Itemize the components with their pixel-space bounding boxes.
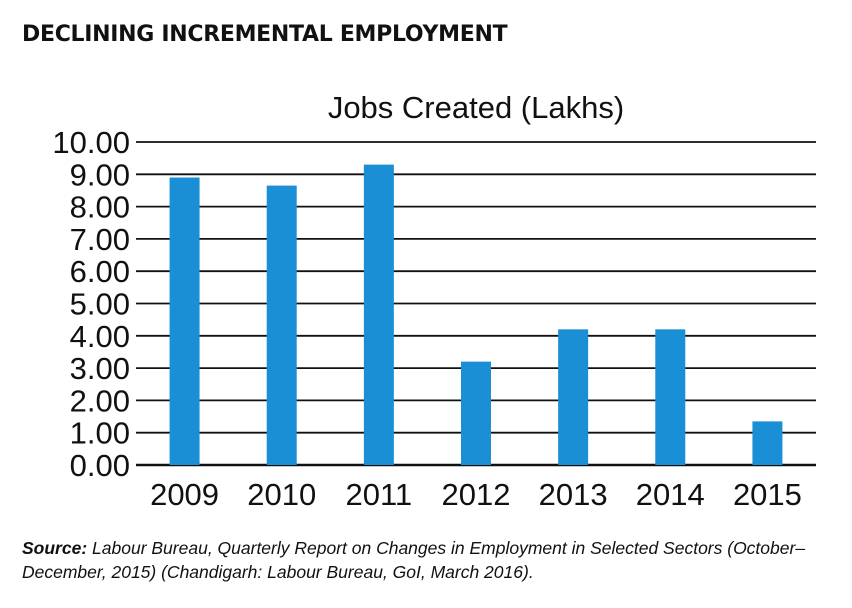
bar-2010 xyxy=(266,185,297,466)
y-tick-label: 0.00 xyxy=(70,448,130,483)
bar-2013 xyxy=(558,329,589,465)
y-tick-label: 2.00 xyxy=(70,383,130,418)
y-tick-label: 3.00 xyxy=(70,351,130,386)
chart-title: Jobs Created (Lakhs) xyxy=(328,90,624,125)
source-note: Source: Labour Bureau, Quarterly Report … xyxy=(22,536,832,584)
y-tick-label: 1.00 xyxy=(70,416,130,451)
y-tick-label: 5.00 xyxy=(70,287,130,322)
bar-2015 xyxy=(752,421,783,465)
bar-2009 xyxy=(169,177,200,465)
x-tick-label: 2013 xyxy=(539,477,608,512)
bar-2011 xyxy=(363,164,394,466)
x-tick-label: 2012 xyxy=(442,477,511,512)
y-tick-label: 9.00 xyxy=(70,157,130,192)
x-tick-label: 2015 xyxy=(733,477,802,512)
y-tick-label: 4.00 xyxy=(70,319,130,354)
x-tick-label: 2009 xyxy=(150,477,219,512)
y-tick-label: 10.00 xyxy=(52,125,130,160)
y-axis-ticks: 0.001.002.003.004.005.006.007.008.009.00… xyxy=(52,125,130,483)
chart-heading: DECLINING INCREMENTAL EMPLOYMENT xyxy=(22,22,508,47)
bar-2014 xyxy=(655,329,686,465)
x-axis-ticks: 2009 2010 2011 2012 2013 2014 2015 xyxy=(150,477,802,512)
x-tick-label: 2014 xyxy=(636,477,705,512)
y-tick-label: 7.00 xyxy=(70,222,130,257)
x-tick-label: 2011 xyxy=(346,477,413,512)
bars xyxy=(169,164,783,466)
source-label: Source: xyxy=(22,538,88,558)
y-tick-label: 6.00 xyxy=(70,254,130,289)
x-tick-label: 2010 xyxy=(247,477,316,512)
source-text: Labour Bureau, Quarterly Report on Chang… xyxy=(22,538,806,582)
bar-2012 xyxy=(461,361,491,465)
y-tick-label: 8.00 xyxy=(70,190,130,225)
